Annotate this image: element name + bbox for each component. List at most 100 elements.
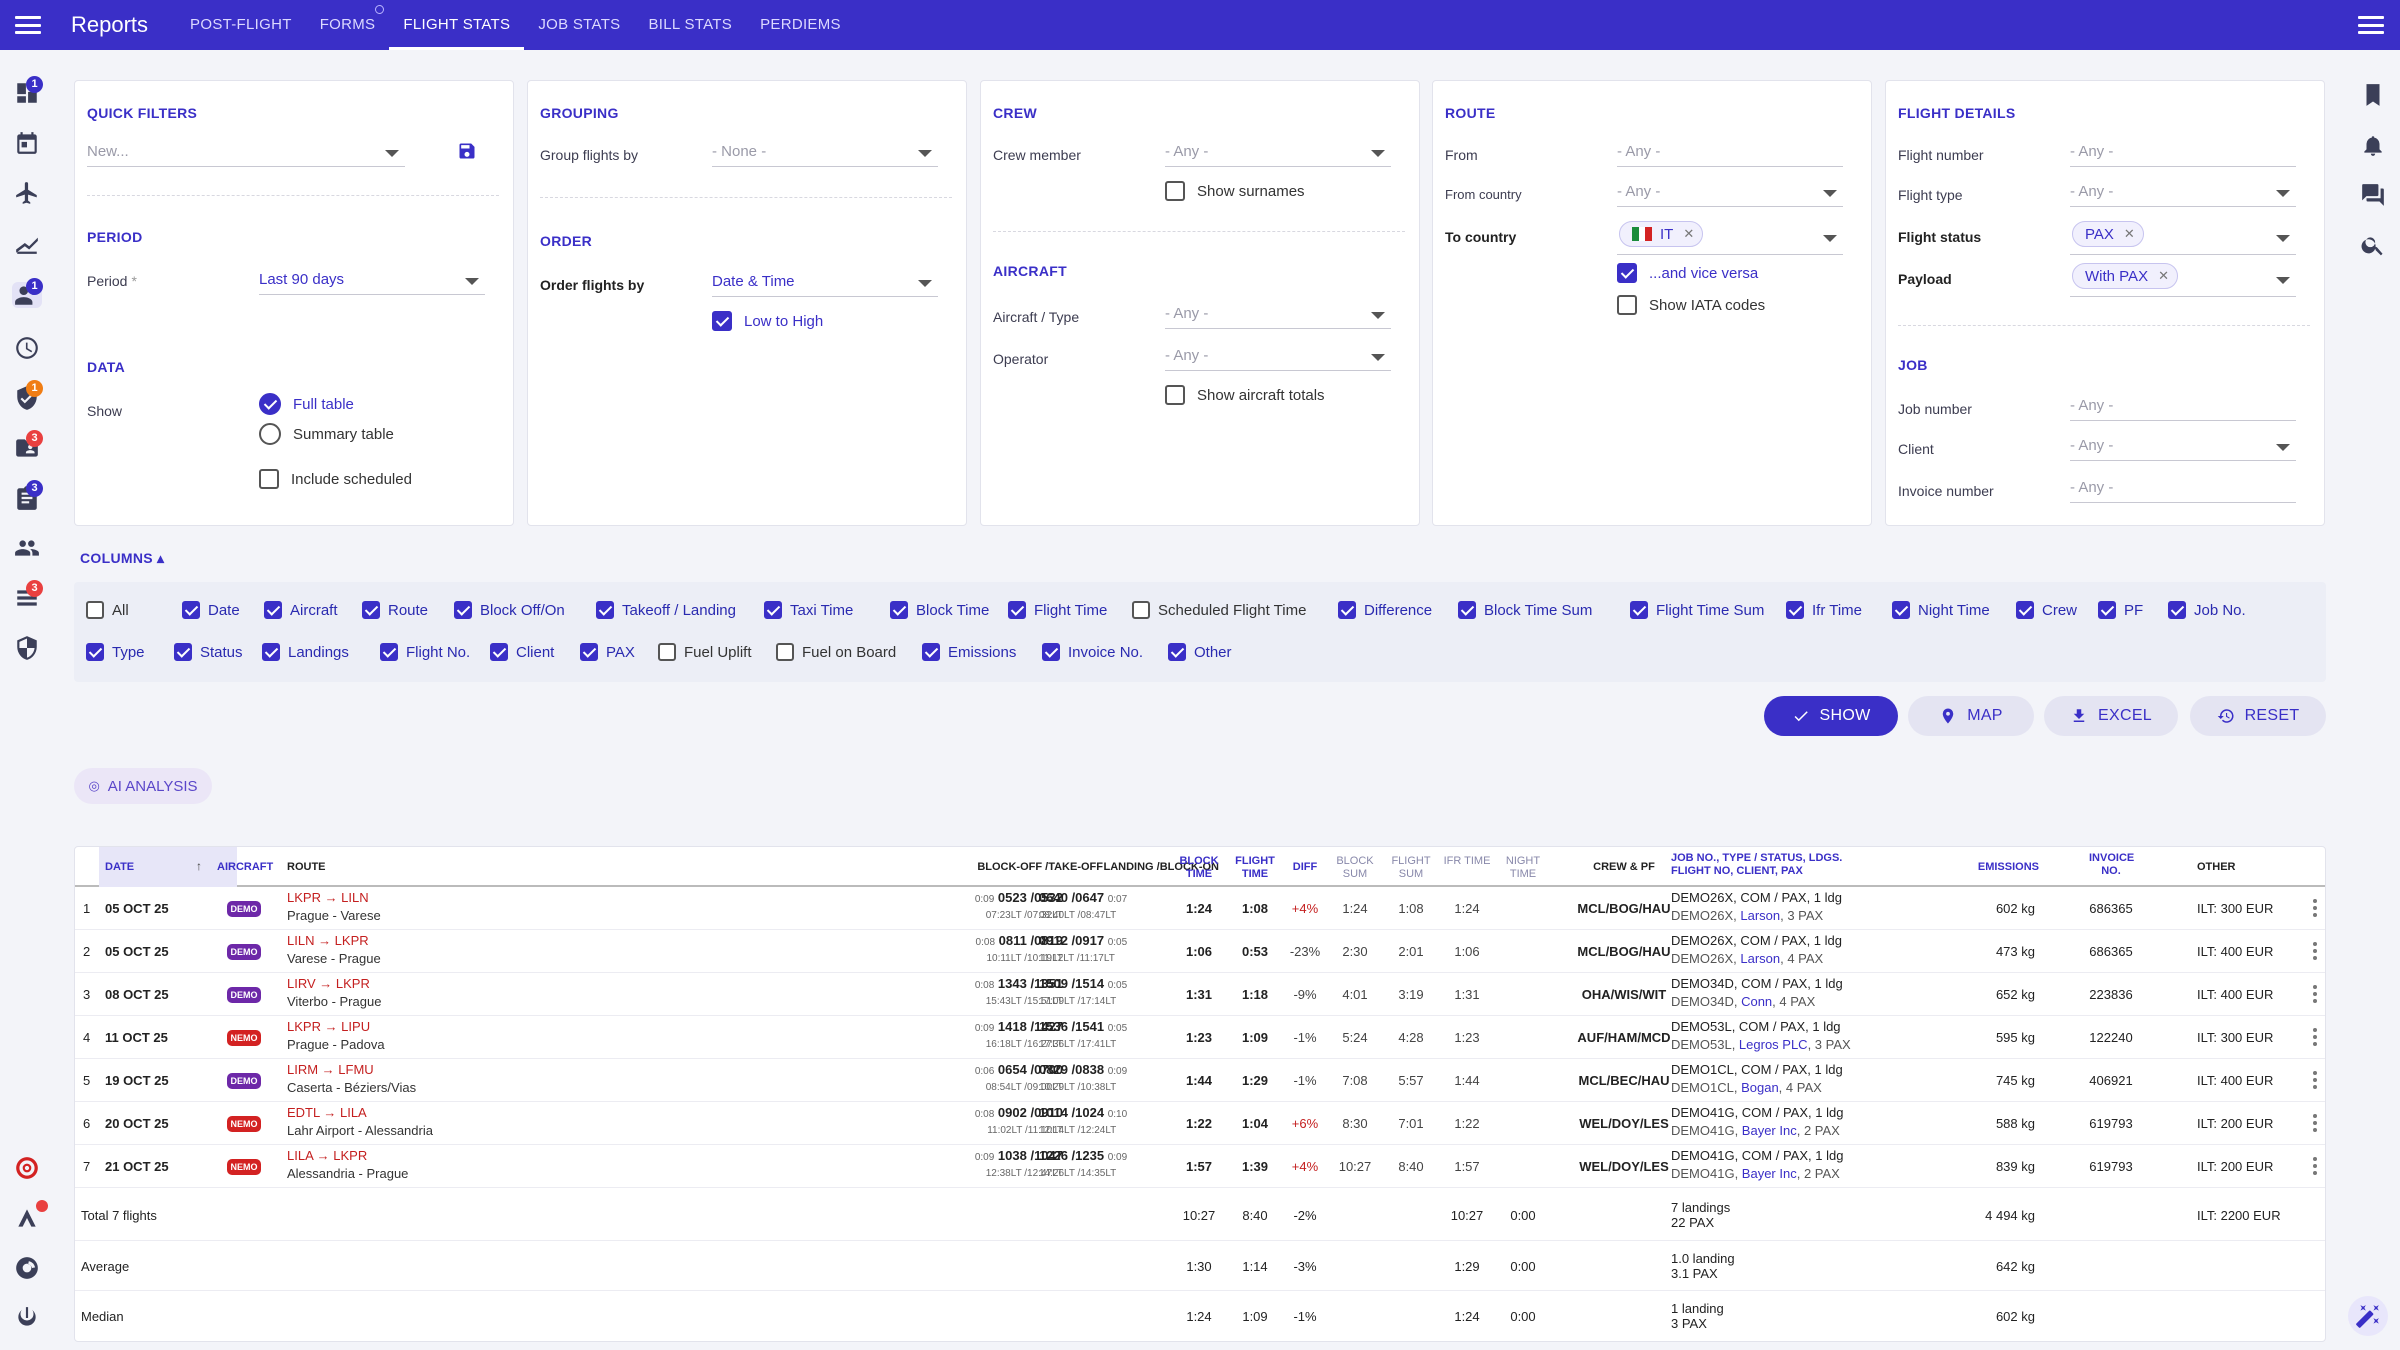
column-checkbox-scheduled-flight-time[interactable]: Scheduled Flight Time <box>1132 601 1306 619</box>
airplane-icon[interactable] <box>14 180 40 206</box>
logo-icon[interactable] <box>14 1205 40 1231</box>
list-icon[interactable] <box>14 585 40 611</box>
aircraft-badge[interactable]: NEMO <box>227 1030 261 1046</box>
period-select[interactable]: Last 90 days <box>259 271 485 295</box>
route-codes[interactable]: EDTL → LILA <box>287 1105 367 1120</box>
client-link[interactable]: Bogan <box>1741 1080 1779 1095</box>
support-icon[interactable] <box>14 1255 40 1281</box>
header-flight-time[interactable]: FLIGHT TIME <box>1235 855 1275 880</box>
tab-flight-stats[interactable]: FLIGHT STATS <box>389 0 525 50</box>
header-ifr[interactable]: IFR TIME <box>1443 855 1491 867</box>
header-other[interactable]: OTHER <box>2197 861 2236 873</box>
save-icon[interactable] <box>457 141 477 161</box>
aircraft-badge[interactable]: DEMO <box>227 1073 261 1089</box>
column-checkbox-taxi-time[interactable]: Taxi Time <box>764 601 853 619</box>
column-checkbox-fuel-on-board[interactable]: Fuel on Board <box>776 643 896 661</box>
column-checkbox-client[interactable]: Client <box>490 643 554 661</box>
power-icon[interactable] <box>14 1305 40 1331</box>
header-emissions[interactable]: EMISSIONS <box>1977 861 2039 873</box>
aircraft-badge[interactable]: DEMO <box>227 944 261 960</box>
client-link[interactable]: Bayer Inc <box>1741 1123 1797 1138</box>
menu-icon[interactable] <box>15 16 41 34</box>
column-checkbox-ifr-time[interactable]: Ifr Time <box>1786 601 1862 619</box>
column-checkbox-block-time-sum[interactable]: Block Time Sum <box>1458 601 1592 619</box>
quick-filter-select[interactable]: New... <box>87 143 405 167</box>
search-icon[interactable] <box>2360 232 2386 258</box>
more-vert-icon[interactable] <box>2313 1157 2317 1175</box>
flight-number-input[interactable]: - Any - <box>2070 143 2296 167</box>
column-checkbox-other[interactable]: Other <box>1168 643 1232 661</box>
to-country-select[interactable] <box>1617 221 1843 255</box>
remove-icon[interactable]: ✕ <box>2123 226 2135 241</box>
from-input[interactable]: - Any - <box>1617 143 1843 167</box>
column-checkbox-block-off-on[interactable]: Block Off/On <box>454 601 565 619</box>
table-row[interactable]: 4 11 OCT 25 NEMO LKPR → LIPU Prague - Pa… <box>75 1016 2325 1059</box>
flight-status-chip[interactable]: PAX ✕ <box>2072 221 2144 247</box>
table-row[interactable]: 3 08 OCT 25 DEMO LIRV → LKPR Viterbo - P… <box>75 973 2325 1016</box>
client-link[interactable]: Larson <box>1740 908 1781 923</box>
flight-status-select[interactable] <box>2070 221 2296 255</box>
clock-icon[interactable] <box>14 335 40 361</box>
excel-button[interactable]: EXCEL <box>2044 696 2178 736</box>
bell-icon[interactable] <box>2360 132 2386 158</box>
from-country-select[interactable]: - Any - <box>1617 183 1843 207</box>
payload-select[interactable] <box>2070 263 2296 297</box>
magic-assist-icon[interactable] <box>2348 1296 2388 1336</box>
column-checkbox-pax[interactable]: PAX <box>580 643 635 661</box>
map-button[interactable]: MAP <box>1908 696 2034 736</box>
route-codes[interactable]: LIRV → LKPR <box>287 976 370 991</box>
aircraft-badge[interactable]: NEMO <box>227 1159 261 1175</box>
order-by-select[interactable]: Date & Time <box>712 273 938 297</box>
header-block-time[interactable]: BLOCK TIME <box>1179 855 1219 880</box>
client-link[interactable]: Legros PLC <box>1738 1037 1808 1052</box>
invoice-number-input[interactable]: - Any - <box>2070 479 2296 503</box>
tab-perdiems[interactable]: PERDIEMS <box>760 16 841 33</box>
header-night[interactable]: NIGHT TIME <box>1505 855 1541 880</box>
route-icon[interactable] <box>14 230 40 256</box>
column-checkbox-date[interactable]: Date <box>182 601 240 619</box>
column-checkbox-flight-time-sum[interactable]: Flight Time Sum <box>1630 601 1764 619</box>
show-button[interactable]: SHOW <box>1764 696 1898 736</box>
show-surnames-checkbox[interactable]: Show surnames <box>1165 181 1305 201</box>
column-checkbox-all[interactable]: All <box>86 601 129 619</box>
right-menu-icon[interactable] <box>2358 16 2384 34</box>
column-checkbox-landings[interactable]: Landings <box>262 643 349 661</box>
aircraft-badge[interactable]: NEMO <box>227 1116 261 1132</box>
client-select[interactable]: - Any - <box>2070 437 2296 461</box>
operator-select[interactable]: - Any - <box>1165 347 1391 371</box>
more-vert-icon[interactable] <box>2313 899 2317 917</box>
aircraft-type-select[interactable]: - Any - <box>1165 305 1391 329</box>
column-checkbox-night-time[interactable]: Night Time <box>1892 601 1990 619</box>
column-checkbox-block-time[interactable]: Block Time <box>890 601 989 619</box>
group-by-select[interactable]: - None - <box>712 143 938 167</box>
include-scheduled-checkbox[interactable]: Include scheduled <box>259 469 412 489</box>
reset-button[interactable]: RESET <box>2190 696 2326 736</box>
payload-chip[interactable]: With PAX ✕ <box>2072 263 2178 289</box>
column-checkbox-route[interactable]: Route <box>362 601 428 619</box>
target-icon[interactable] <box>14 1155 40 1181</box>
column-checkbox-crew[interactable]: Crew <box>2016 601 2077 619</box>
column-checkbox-type[interactable]: Type <box>86 643 145 661</box>
header-crew[interactable]: CREW & PF <box>1593 861 1655 873</box>
route-codes[interactable]: LIRM → LFMU <box>287 1062 374 1077</box>
aircraft-badge[interactable]: DEMO <box>227 987 261 1003</box>
more-vert-icon[interactable] <box>2313 1071 2317 1089</box>
header-invoice[interactable]: INVOICE NO. <box>2089 852 2135 877</box>
column-checkbox-emissions[interactable]: Emissions <box>922 643 1016 661</box>
route-codes[interactable]: LKPR → LILN <box>287 890 369 905</box>
column-checkbox-flight-no-[interactable]: Flight No. <box>380 643 470 661</box>
table-row[interactable]: 7 21 OCT 25 NEMO LILA → LKPR Alessandria… <box>75 1145 2325 1188</box>
route-codes[interactable]: LKPR → LIPU <box>287 1019 371 1034</box>
remove-icon[interactable]: ✕ <box>1683 226 1695 241</box>
column-checkbox-fuel-uplift[interactable]: Fuel Uplift <box>658 643 752 661</box>
header-block-sum[interactable]: BLOCK SUM <box>1336 855 1374 880</box>
calendar-icon[interactable] <box>14 130 40 156</box>
sort-arrow-icon[interactable]: ↑ <box>196 859 202 873</box>
more-vert-icon[interactable] <box>2313 985 2317 1003</box>
full-table-radio[interactable]: Full table <box>259 393 354 415</box>
column-checkbox-aircraft[interactable]: Aircraft <box>264 601 338 619</box>
tab-forms[interactable]: FORMS <box>306 0 390 50</box>
to-country-chip[interactable]: IT ✕ <box>1619 221 1704 247</box>
vice-versa-checkbox[interactable]: ...and vice versa <box>1617 263 1758 283</box>
table-row[interactable]: 1 05 OCT 25 DEMO LKPR → LILN Prague - Va… <box>75 887 2325 930</box>
